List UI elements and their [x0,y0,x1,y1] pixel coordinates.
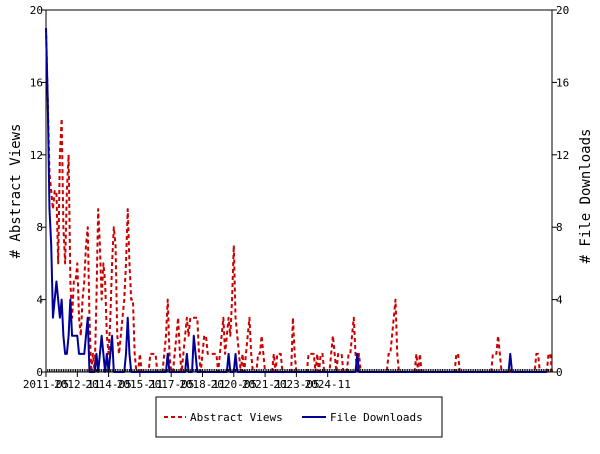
legend-label-abstract-views: Abstract Views [190,411,283,424]
y-left-tick-label: 0 [36,366,43,379]
y-left-tick-label: 16 [30,76,43,89]
y-left-tick-label: 8 [36,221,43,234]
y-right-tick-label: 4 [556,294,563,307]
x-tick-label: 2023-05 [273,378,319,391]
y-right-tick-label: 12 [556,149,569,162]
x-tick-label: 2012-11 [54,378,100,391]
y-right-tick-label: 20 [556,4,569,17]
y-right-tick-label: 0 [556,366,563,379]
x-tick-label: 2017-05 [148,378,194,391]
plot-area [45,9,553,373]
axis-layer: 2011-052012-112014-052015-112017-052018-… [23,4,569,391]
y-axis-title-right: # File Downloads [578,129,594,264]
x-tick-label: 2018-11 [179,378,225,391]
x-tick-label: 2024-11 [305,378,351,391]
y-right-tick-label: 8 [556,221,563,234]
y-left-tick-label: 4 [36,294,43,307]
y-axis-title-left: # Abstract Views [8,124,24,259]
legend: Abstract Views File Downloads [155,396,443,438]
y-left-tick-label: 12 [30,149,43,162]
legend-label-file-downloads: File Downloads [330,411,423,424]
y-right-tick-label: 16 [556,76,569,89]
x-tick-label: 2014-05 [85,378,131,391]
x-tick-label: 2015-11 [117,378,163,391]
y-left-tick-label: 20 [30,4,43,17]
x-tick-label: 2021-11 [242,378,288,391]
x-tick-label: 2011-05 [23,378,69,391]
legend-box [155,396,443,438]
x-tick-label: 2020-05 [211,378,257,391]
